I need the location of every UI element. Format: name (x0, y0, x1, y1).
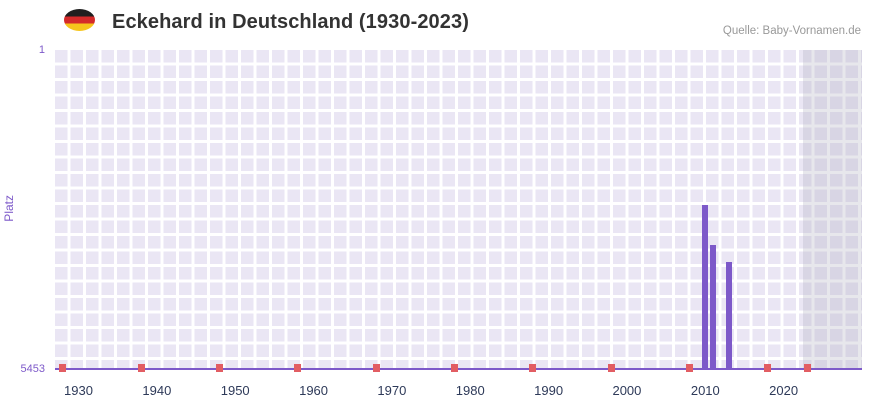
chart-title: Eckehard in Deutschland (1930-2023) (112, 11, 469, 33)
plot-area (55, 50, 862, 372)
x-tick-label: 1960 (299, 383, 329, 398)
x-tick-label: 2010 (690, 383, 720, 398)
x-tick-label: 2020 (769, 383, 799, 398)
unranked-marker[interactable] (529, 364, 537, 372)
x-tick-label: 2000 (612, 383, 642, 398)
y-axis-tick-bottom: 5453 (20, 363, 45, 375)
rank-bar[interactable] (710, 244, 717, 370)
source-attribution: Quelle: Baby-Vornamen.de (722, 25, 861, 37)
unranked-marker[interactable] (451, 364, 459, 372)
y-axis-label: Platz (2, 195, 16, 222)
unranked-marker[interactable] (294, 364, 302, 372)
x-tick-label: 1970 (377, 383, 407, 398)
rank-bar[interactable] (725, 261, 732, 370)
recent-years-band (803, 50, 862, 370)
unranked-marker[interactable] (607, 364, 615, 372)
unranked-marker[interactable] (216, 364, 224, 372)
x-tick-label: 1930 (64, 383, 93, 398)
unranked-marker[interactable] (803, 364, 811, 372)
x-axis: 1930 1940 1950 1960 1970 1980 1990 2000 2010 2020 (55, 383, 862, 400)
unranked-marker[interactable] (59, 364, 67, 372)
x-tick-label: 1990 (534, 383, 564, 398)
x-tick-label: 1940 (142, 383, 172, 398)
x-tick-label: 1980 (455, 383, 485, 398)
unranked-marker[interactable] (372, 364, 380, 372)
x-axis-line (55, 368, 862, 370)
unranked-marker[interactable] (686, 364, 694, 372)
germany-flag-icon (64, 9, 95, 31)
x-tick-label: 1950 (220, 383, 250, 398)
y-axis-tick-top: 1 (38, 44, 45, 56)
unranked-marker[interactable] (764, 364, 772, 372)
rank-bar[interactable] (702, 204, 709, 370)
unranked-marker[interactable] (137, 364, 145, 372)
